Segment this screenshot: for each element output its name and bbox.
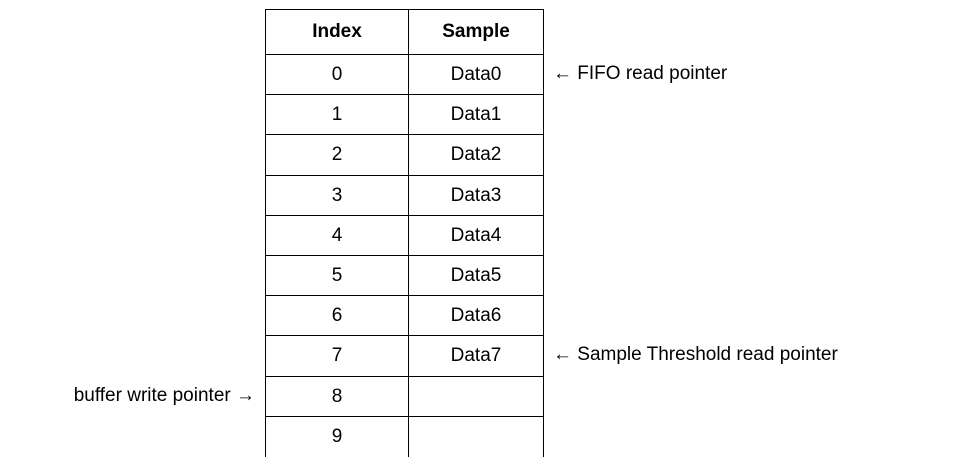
index-cell: 5 [265, 255, 408, 297]
sample-cell: Data5 [408, 255, 544, 297]
sample-cell: Data3 [408, 174, 544, 216]
index-cell: 2 [265, 134, 408, 176]
header-cell: Index [265, 9, 408, 54]
index-cell: 1 [265, 94, 408, 136]
index-cell: 9 [265, 415, 408, 457]
sample-cell [408, 415, 544, 457]
sample-cell: Data4 [408, 214, 544, 256]
buffer-write-pointer: buffer write pointer → [73, 385, 255, 406]
sample-cell: Data6 [408, 295, 544, 337]
header-cell: Sample [408, 9, 544, 54]
index-cell: 6 [265, 295, 408, 337]
sample-cell [408, 375, 544, 417]
fifo-read-pointer: ← FIFO read pointer [553, 63, 728, 84]
index-cell: 8 [265, 375, 408, 417]
index-cell: 0 [265, 54, 408, 96]
sample-cell: Data1 [408, 94, 544, 136]
threshold-read-pointer: ← Sample Threshold read pointer [553, 344, 838, 365]
index-cell: 7 [265, 335, 408, 377]
index-cell: 3 [265, 174, 408, 216]
sample-cell: Data2 [408, 134, 544, 176]
sample-cell: Data7 [408, 335, 544, 377]
sample-cell: Data0 [408, 54, 544, 96]
index-cell: 4 [265, 214, 408, 256]
